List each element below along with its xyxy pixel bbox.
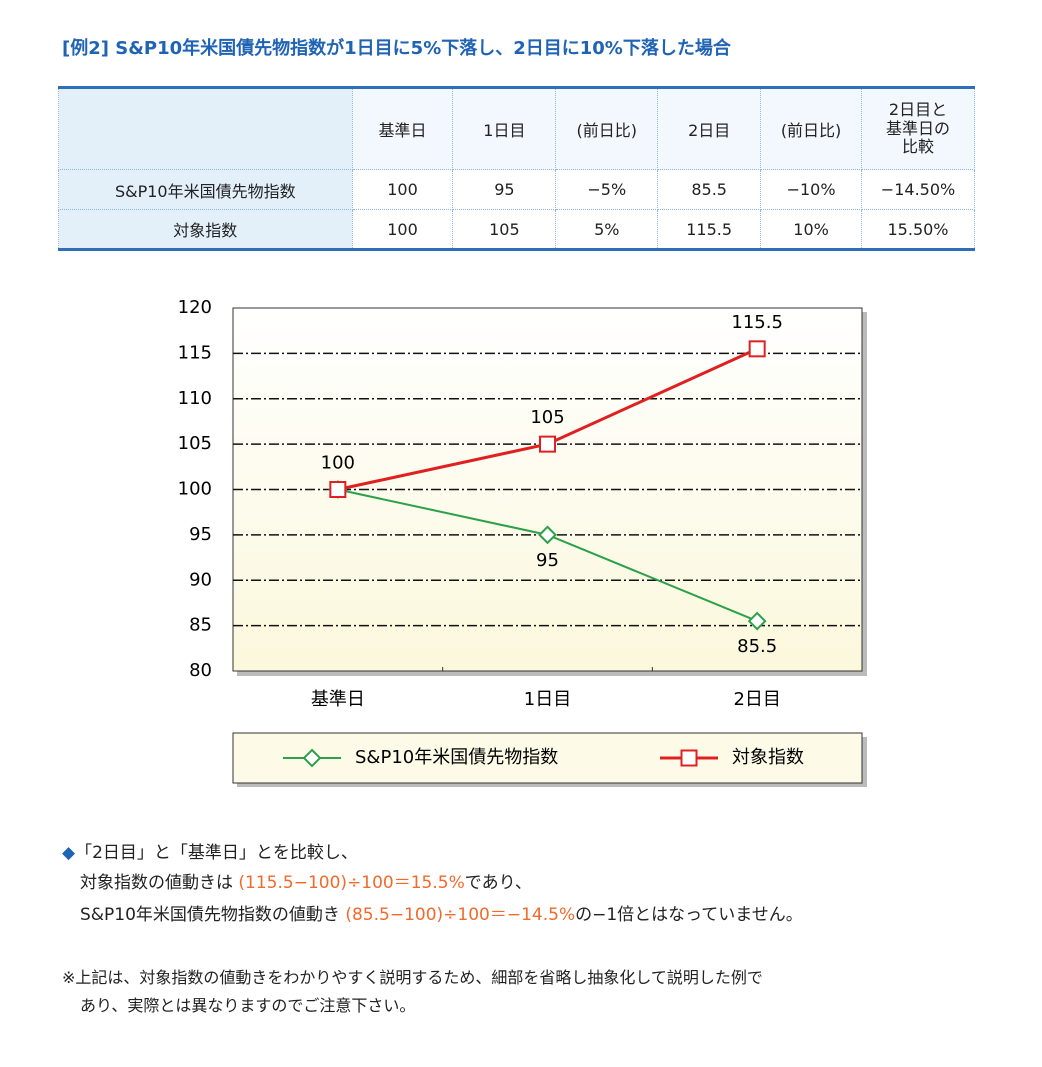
title: [例2] S&P10年米国債先物指数が1日目に5%下落し、2日目に10%下落した… xyxy=(62,38,731,59)
cell: −10% xyxy=(760,169,863,210)
text: 対象指数の値動きは xyxy=(80,873,239,893)
x-tick-label: 2日目 xyxy=(733,689,780,710)
header-row: 基準日 1日目 (前日比) 2日目 (前日比) 2日目と基準日の比較 xyxy=(58,87,975,170)
text: であり、 xyxy=(464,873,532,893)
table-row: S&P10年米国債先物指数 100 95 −5% 85.5 −10% −14.50% xyxy=(58,169,975,210)
legend-label: S&P10年米国債先物指数 xyxy=(355,747,558,768)
formula: (115.5−100)÷100＝15.5% xyxy=(238,873,465,893)
y-tick-label: 100 xyxy=(178,479,212,500)
corner-cell xyxy=(58,87,353,170)
legend-label: 対象指数 xyxy=(732,747,804,768)
cell: 95 xyxy=(452,169,557,210)
marker xyxy=(748,340,766,358)
marker xyxy=(302,748,322,768)
data-label: 100 xyxy=(321,453,355,474)
y-tick-label: 85 xyxy=(189,615,212,636)
marker xyxy=(680,749,698,767)
y-tick-label: 110 xyxy=(178,388,212,409)
marker xyxy=(329,481,347,498)
header-cell: (前日比) xyxy=(760,87,863,170)
header-text: 2日目と基準日の比較 xyxy=(885,100,950,157)
note: ※上記は、対象指数の値動きをわかりやすく説明するため、細部を省略し抽象化して説明… xyxy=(62,968,763,987)
marker xyxy=(539,435,556,453)
y-tick-label: 115 xyxy=(178,342,212,363)
y-tick-label: 120 xyxy=(178,297,212,318)
cell: 100 xyxy=(351,209,454,250)
note: あり、実際とは異なりますのでご注意下さい。 xyxy=(80,996,416,1015)
table-row: 対象指数 100 105 5% 115.5 10% 15.50% xyxy=(58,209,975,250)
x-tick-label: 基準日 xyxy=(311,689,365,710)
y-tick-label: 95 xyxy=(189,524,212,545)
row-label: S&P10年米国債先物指数 xyxy=(58,169,353,210)
header-cell: 2日目 xyxy=(657,87,762,170)
data-label: 115.5 xyxy=(731,312,783,333)
data-label: 105 xyxy=(530,407,564,428)
marker xyxy=(538,525,557,545)
cell: −5% xyxy=(555,169,659,210)
y-tick-label: 80 xyxy=(189,660,212,681)
row-label: 対象指数 xyxy=(58,209,353,250)
explanation-line: ◆「2日目」と「基準日」とを比較し、 xyxy=(62,838,358,863)
table: 基準日 1日目 (前日比) 2日目 (前日比) 2日目と基準日の比較 S&P10… xyxy=(58,86,975,251)
explanation-line: S&P10年米国債先物指数の値動き (85.5−100)÷100＝−14.5%の… xyxy=(80,900,803,925)
cell: 115.5 xyxy=(657,209,762,250)
cell: 105 xyxy=(452,209,557,250)
x-tick-label: 1日目 xyxy=(524,689,571,710)
cell: 100 xyxy=(351,169,454,210)
header-cell: (前日比) xyxy=(555,87,659,170)
explanation-line: 対象指数の値動きは (115.5−100)÷100＝15.5%であり、 xyxy=(80,868,532,893)
text: S&P10年米国債先物指数の値動き xyxy=(80,905,346,925)
data-label: 95 xyxy=(536,550,559,571)
cell: 85.5 xyxy=(657,169,762,210)
text: 「2日目」と「基準日」とを比較し、 xyxy=(75,843,358,863)
header-cell: 1日目 xyxy=(452,87,557,170)
cell: 5% xyxy=(555,209,659,250)
data-label: 85.5 xyxy=(737,636,777,657)
cell: 15.50% xyxy=(861,209,975,250)
marker xyxy=(747,611,767,631)
bullet: ◆ xyxy=(62,843,76,863)
cell: 10% xyxy=(760,209,863,250)
header-cell: 2日目と基準日の比較 xyxy=(861,87,975,170)
y-tick-label: 90 xyxy=(189,569,212,590)
formula: (85.5−100)÷100＝−14.5% xyxy=(345,905,576,925)
y-tick-label: 105 xyxy=(178,433,212,454)
text: の−1倍とはなっていません。 xyxy=(575,905,803,925)
